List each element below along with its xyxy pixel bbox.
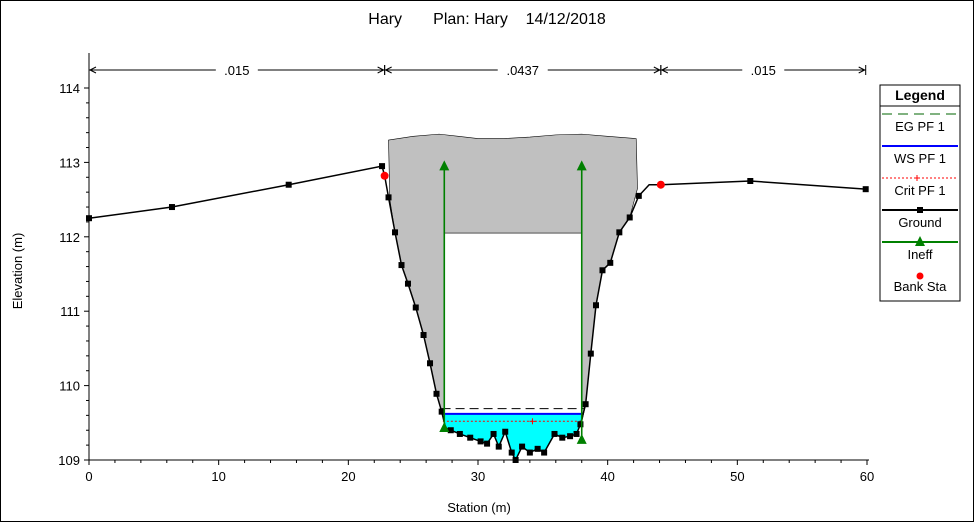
ground-point [552,431,558,437]
y-tick-label: 110 [59,379,80,394]
ground-point [747,178,753,184]
ground-point [86,215,92,221]
ground-point [616,229,622,235]
ground-point [413,304,419,310]
ground-point [574,431,580,437]
ground-point [509,450,515,456]
y-tick-label: 112 [59,230,80,245]
ground-point [588,351,594,357]
ground-point [421,332,427,338]
ground-point [583,401,589,407]
y-tick-label: 111 [60,304,80,319]
ground-point [434,391,440,397]
ground-point [527,450,533,456]
ground-point [398,262,404,268]
bank-station-point [381,172,389,180]
plot-area: 0 10 20 30 40 50 60 109 110 111 112 113 114 .015 .0437… [58,53,874,484]
x-tick-label: 10 [211,469,225,484]
legend-item-label: Bank Sta [894,279,948,294]
ground-point [513,457,519,463]
ground-point [484,441,490,447]
legend-item-label: Crit PF 1 [894,183,945,198]
ground-point [457,431,463,437]
ground-point [496,444,502,450]
ground-point [593,302,599,308]
legend: Legend EG PF 1 WS PF 1 Crit PF 1 Ground Inef… [880,85,960,301]
ground-point [636,193,642,199]
legend-symbol-ground-square [917,207,923,213]
x-tick-label: 50 [730,469,744,484]
ground-point [607,260,613,266]
ground-point [392,229,398,235]
y-tick-label: 109 [58,453,80,468]
ground-point [535,446,541,452]
ground-point [379,163,385,169]
ground-point [491,431,497,437]
mannings-n-label: .0437 [506,63,539,78]
x-tick-label: 30 [471,469,485,484]
legend-item-label: WS PF 1 [894,151,946,166]
y-tick-label: 114 [59,81,80,96]
y-tick-label: 113 [59,155,80,170]
ground-point [286,182,292,188]
legend-item-label: EG PF 1 [895,119,945,134]
y-axis-label: Elevation (m) [10,233,25,310]
mannings-n-label: .015 [224,63,249,78]
ground-point [169,204,175,210]
ground-point [599,267,605,273]
ground-point [577,421,583,427]
ground-point [627,214,633,220]
chart-title: Hary Plan: Hary 14/12/2018 [368,11,606,28]
ground-point [567,433,573,439]
legend-item-label: Ineff [907,247,932,262]
legend-title: Legend [895,87,945,103]
ground-point [502,429,508,435]
legend-symbol-bank [917,273,924,280]
ground-point [467,435,473,441]
x-tick-label: 20 [341,469,355,484]
ground-point [427,360,433,366]
legend-item-label: Ground [898,215,941,230]
ground-point [478,438,484,444]
ground-point [541,450,547,456]
ground-point [405,281,411,287]
ground-point [519,444,525,450]
x-tick-label: 40 [600,469,614,484]
ineffective-flow-area [389,134,638,423]
ground-point [559,435,565,441]
x-tick-label: 60 [860,469,874,484]
x-axis-label: Station (m) [447,500,511,515]
mannings-n-label: .015 [751,63,776,78]
ground-point [863,186,869,192]
x-tick-label: 0 [85,469,92,484]
ground-point [386,194,392,200]
bank-station-point [657,181,665,189]
ground-point [448,427,454,433]
